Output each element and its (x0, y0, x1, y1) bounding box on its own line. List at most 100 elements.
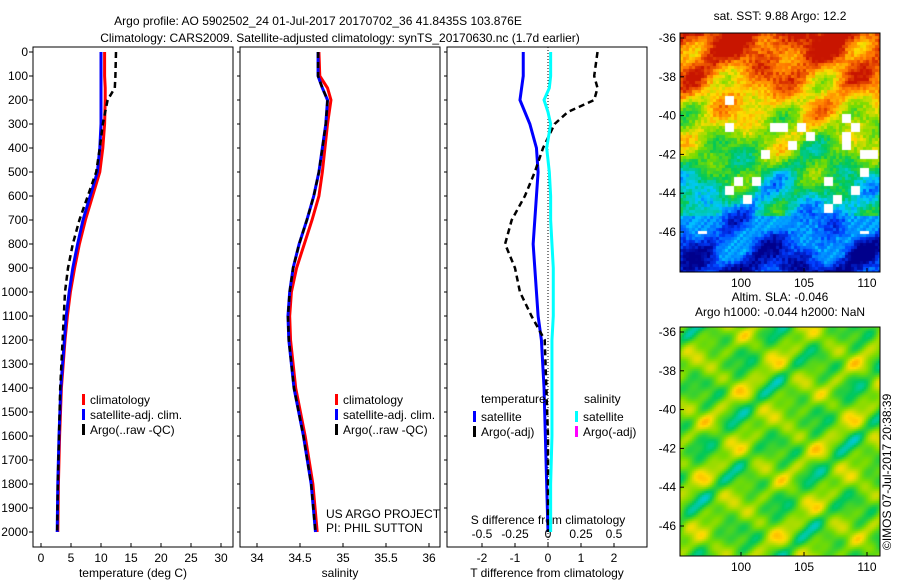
x-tick-label: -1 (510, 551, 521, 565)
y-tick-label: -42 (659, 147, 677, 161)
project-annotation: PI: PHIL SUTTON (326, 521, 423, 535)
y-tick-label: 500 (8, 165, 28, 179)
series-line-argo (286, 52, 329, 533)
sla-map (680, 327, 880, 556)
legend-swatch (82, 394, 85, 405)
title-line-1: Argo profile: AO 5902502_24 01-Jul-2017 … (114, 14, 522, 28)
legend-title: temperature (481, 392, 546, 406)
y-tick-label: 1400 (1, 381, 28, 395)
y-tick-label: -38 (659, 70, 677, 84)
credit-text: ©IMOS 07-Jul-2017 20:38:39 (880, 393, 894, 550)
panel-frame-salinity (239, 46, 441, 548)
x-tick-label: 1 (578, 551, 585, 565)
y-tick-label: -40 (659, 403, 677, 417)
x-tick-label: 0 (545, 551, 552, 565)
x-tick-label: 15 (124, 551, 138, 565)
y-tick-label: 2000 (1, 525, 28, 539)
x-tick-label: 100 (731, 276, 751, 290)
sst-map-title: sat. SST: 9.88 Argo: 12.2 (714, 9, 847, 23)
sst-map (680, 33, 880, 272)
series-line-climatology (56, 52, 107, 533)
y-tick-label: 700 (8, 213, 28, 227)
y-tick-label: -44 (659, 480, 677, 494)
series-line-s-satellite (542, 52, 555, 532)
x-tick-label: 34.5 (288, 551, 312, 565)
y-tick-label: -42 (659, 441, 677, 455)
y-tick-label: 1300 (1, 357, 28, 371)
series-line-argo (55, 51, 118, 533)
sst-map-frame (679, 32, 881, 273)
legend-label: climatology (90, 393, 150, 407)
legend-swatch (335, 409, 338, 420)
x-tick-label: 34 (250, 551, 264, 565)
y-tick-label: 0 (21, 45, 28, 59)
legend-label: satellite (481, 410, 522, 424)
y-tick-label: 1900 (1, 501, 28, 515)
legend-swatch (335, 424, 338, 435)
legend-swatch (575, 411, 578, 422)
x-tick-label: 105 (794, 276, 814, 290)
legend-label: Argo(-adj) (481, 425, 534, 439)
x-tick-label: 0 (38, 551, 45, 565)
legend-label: Argo(..raw -QC) (343, 423, 428, 437)
x-axis-label: T difference from climatology (470, 566, 624, 580)
y-tick-label: 600 (8, 189, 28, 203)
y-tick-label: 1800 (1, 477, 28, 491)
y-tick-label: 1000 (1, 285, 28, 299)
y-tick-label: 1200 (1, 333, 28, 347)
s-tick-label: 0.25 (569, 527, 593, 541)
x-tick-label: 110 (857, 560, 876, 574)
x-tick-label: 25 (184, 551, 198, 565)
series-line-satellite (55, 52, 103, 533)
x-tick-label: 35 (336, 551, 350, 565)
s-tick-label: -0.5 (472, 527, 493, 541)
legend-swatch (473, 426, 476, 437)
panel-frame-temperature (32, 46, 234, 548)
project-annotation: US ARGO PROJECT (326, 507, 441, 521)
x-tick-label: 2 (611, 551, 618, 565)
x-tick-label: 110 (857, 276, 876, 290)
y-tick-label: -36 (659, 31, 677, 45)
x-tick-label: 105 (794, 560, 814, 574)
legend-label: Argo(-adj) (583, 425, 636, 439)
x-tick-label: 20 (154, 551, 168, 565)
panel-frame-difference (446, 46, 648, 548)
legend-label: climatology (343, 393, 403, 407)
x-tick-label: 10 (94, 551, 108, 565)
x-tick-label: 36 (422, 551, 436, 565)
s-tick-label: 0 (545, 527, 552, 541)
y-tick-label: 900 (8, 261, 28, 275)
legend-label: satellite-adj. clim. (343, 408, 435, 422)
y-tick-label: -46 (659, 225, 677, 239)
legend-swatch (473, 411, 476, 422)
legend-label: satellite (583, 410, 624, 424)
legend-swatch (575, 426, 578, 437)
x-axis-label: temperature (deg C) (79, 566, 187, 580)
series-line-t-satellite (518, 52, 550, 533)
x-tick-label: 35.5 (374, 551, 398, 565)
y-tick-label: -44 (659, 186, 677, 200)
x-tick-label: 5 (68, 551, 75, 565)
sla-map-title-2: Argo h1000: -0.044 h2000: NaN (695, 305, 865, 319)
series-line-t-argo (503, 51, 599, 532)
s-tick-label: 0.5 (606, 527, 623, 541)
y-tick-label: 1500 (1, 405, 28, 419)
x-tick-label: 100 (731, 560, 751, 574)
y-tick-label: -46 (659, 519, 677, 533)
y-tick-label: 1700 (1, 453, 28, 467)
legend-label: satellite-adj. clim. (90, 408, 182, 422)
legend-swatch (82, 409, 85, 420)
y-tick-label: 300 (8, 117, 28, 131)
legend-swatch (82, 424, 85, 435)
x-tick-label: 30 (214, 551, 228, 565)
y-tick-label: -40 (659, 109, 677, 123)
legend-label: Argo(..raw -QC) (90, 423, 175, 437)
x-axis-label: salinity (322, 566, 359, 580)
series-line-climatology (288, 51, 333, 533)
y-tick-label: 100 (8, 69, 28, 83)
sla-map-frame (679, 326, 881, 557)
x-tick-label: -2 (477, 551, 488, 565)
y-tick-label: 1600 (1, 429, 28, 443)
y-tick-label: 800 (8, 237, 28, 251)
